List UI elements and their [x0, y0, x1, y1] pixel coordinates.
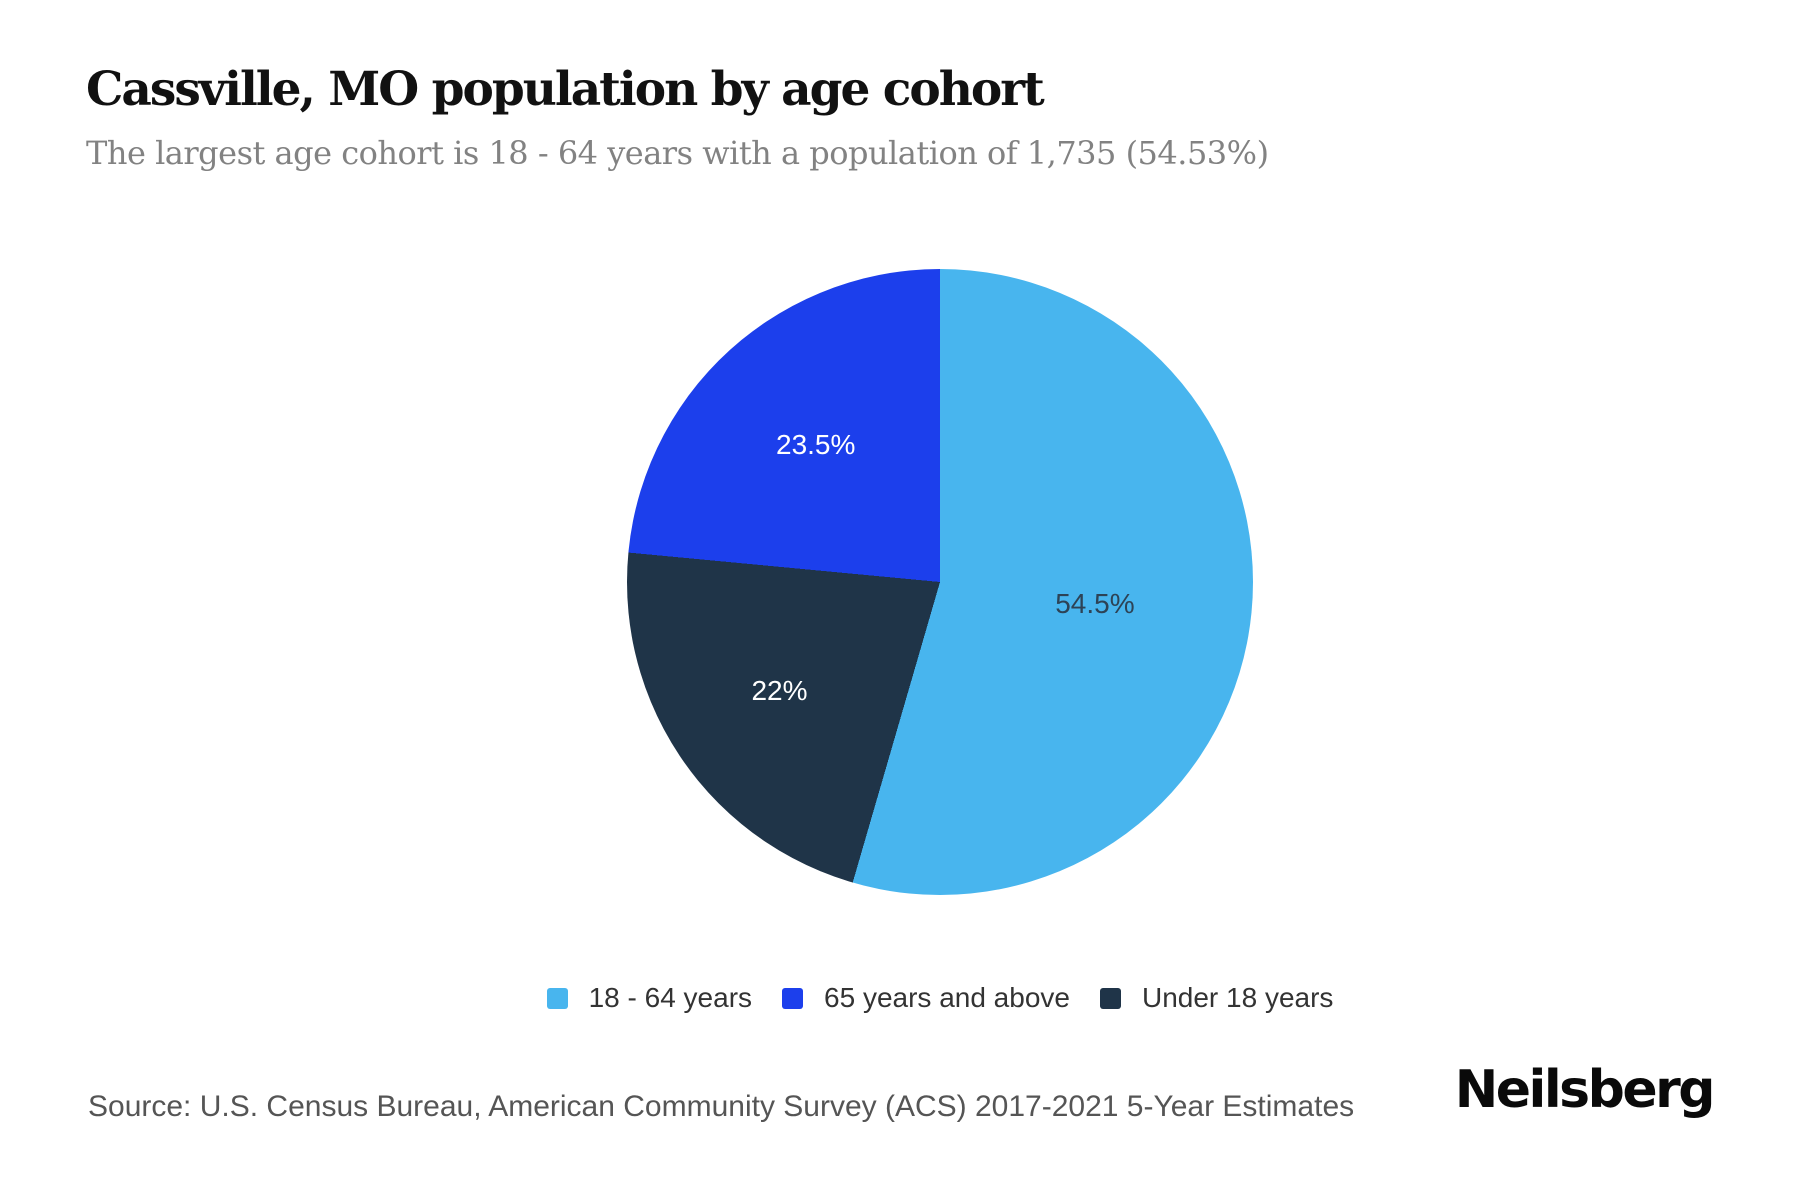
legend-swatch	[546, 987, 568, 1009]
legend-label: 65 years and above	[824, 982, 1070, 1013]
source-note: Source: U.S. Census Bureau, American Com…	[88, 1090, 1355, 1123]
legend-item[interactable]: 18 - 64 years	[546, 982, 753, 1014]
legend-swatch	[782, 987, 804, 1009]
legend-swatch	[1099, 987, 1121, 1009]
legend-label: 18 - 64 years	[588, 982, 753, 1013]
pie-slice-label: 54.5%	[1055, 588, 1135, 620]
chart-title: Cassville, MO population by age cohort	[86, 62, 1045, 117]
legend-item[interactable]: 65 years and above	[782, 982, 1070, 1014]
legend-item[interactable]: Under 18 years	[1099, 982, 1334, 1014]
pie-slice-label: 22%	[751, 675, 808, 707]
legend-label: Under 18 years	[1141, 982, 1334, 1013]
brand-logo: Neilsberg	[1454, 1060, 1716, 1120]
pie-slice-label: 23.5%	[776, 429, 856, 461]
chart-legend: 18 - 64 years 65 years and above Under 18 …	[546, 982, 1333, 1014]
chart-subtitle: The largest age cohort is 18 - 64 years …	[86, 134, 1269, 172]
pie-chart[interactable]: 54.5% 22% 23.5%	[627, 269, 1253, 895]
